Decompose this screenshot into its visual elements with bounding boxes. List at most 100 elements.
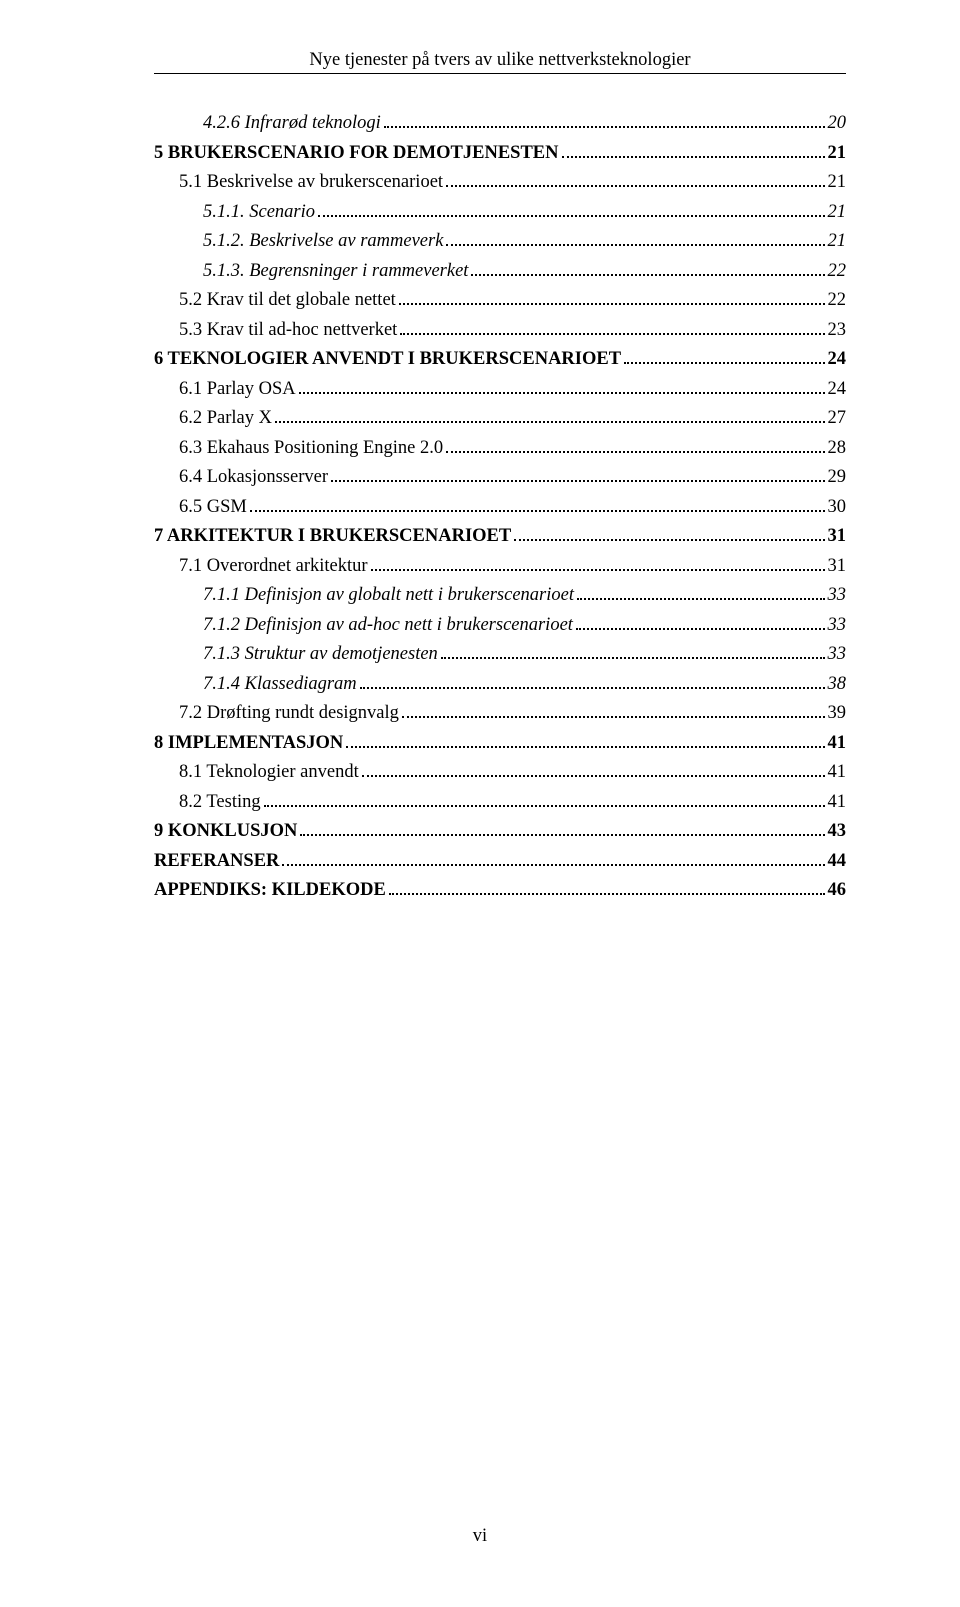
toc-entry-label: 4.2.6 Infrarød teknologi xyxy=(203,114,381,133)
toc-entry: 6.3 Ekahaus Positioning Engine 2.0 28 xyxy=(154,439,846,458)
toc-leader xyxy=(514,539,824,541)
toc-entry-label: 7.1.3 Struktur av demotjenesten xyxy=(203,645,438,664)
toc-entry: 8.2 Testing 41 xyxy=(154,793,846,812)
toc-leader xyxy=(624,362,824,364)
toc-leader xyxy=(331,480,825,482)
toc-entry-page: 23 xyxy=(828,321,847,340)
toc-entry: 7.1.3 Struktur av demotjenesten 33 xyxy=(154,645,846,664)
toc-leader xyxy=(346,746,824,748)
toc-entry-label: 7.1.4 Klassediagram xyxy=(203,675,357,694)
toc-leader xyxy=(399,303,825,305)
toc-entry: 9 KONKLUSJON43 xyxy=(154,822,846,841)
toc-leader xyxy=(275,421,825,423)
toc-leader xyxy=(264,805,825,807)
toc-entry-page: 21 xyxy=(828,203,847,222)
page-footer: vi xyxy=(0,1526,960,1547)
toc-entry-page: 22 xyxy=(828,262,847,281)
toc-entry: REFERANSER 44 xyxy=(154,852,846,871)
toc-entry-label: APPENDIKS: KILDEKODE xyxy=(154,881,386,900)
toc-entry-label: 7.1.1 Definisjon av globalt nett i bruke… xyxy=(203,586,574,605)
toc-entry-label: 8.1 Teknologier anvendt xyxy=(179,763,359,782)
toc-entry-label: 7.1 Overordnet arkitektur xyxy=(179,557,368,576)
toc-entry: 5.3 Krav til ad-hoc nettverket 23 xyxy=(154,321,846,340)
toc-entry: 6.1 Parlay OSA 24 xyxy=(154,380,846,399)
toc-entry-label: 7.1.2 Definisjon av ad-hoc nett i bruker… xyxy=(203,616,573,635)
toc-leader xyxy=(446,244,824,246)
toc-leader xyxy=(446,185,824,187)
toc-entry-page: 20 xyxy=(828,114,847,133)
toc-entry: 7.2 Drøfting rundt designvalg 39 xyxy=(154,704,846,723)
toc-entry: 5.1.3. Begrensninger i rammeverket 22 xyxy=(154,262,846,281)
header-rule xyxy=(154,73,846,74)
toc-entry-label: 6.5 GSM xyxy=(179,498,247,517)
toc-entry: 6 TEKNOLOGIER ANVENDT I BRUKERSCENARIOET… xyxy=(154,350,846,369)
toc-entry-label: 6.3 Ekahaus Positioning Engine 2.0 xyxy=(179,439,443,458)
toc-entry: 7.1.1 Definisjon av globalt nett i bruke… xyxy=(154,586,846,605)
toc-leader xyxy=(400,333,824,335)
toc-entry-page: 22 xyxy=(828,291,847,310)
toc-leader xyxy=(300,834,824,836)
toc-entry-page: 21 xyxy=(828,232,847,251)
toc-entry-label: 5.2 Krav til det globale nettet xyxy=(179,291,396,310)
toc-entry-page: 21 xyxy=(828,144,847,163)
toc-leader xyxy=(362,775,825,777)
toc-entry-page: 24 xyxy=(828,380,847,399)
toc-entry-page: 31 xyxy=(828,557,847,576)
toc-entry-page: 30 xyxy=(828,498,847,517)
toc-leader xyxy=(318,215,824,217)
toc-entry-label: 8.2 Testing xyxy=(179,793,261,812)
toc-entry-page: 33 xyxy=(828,645,847,664)
toc-entry-page: 41 xyxy=(828,734,847,753)
toc-entry: 5.1.1. Scenario 21 xyxy=(154,203,846,222)
toc-entry-label: 7 ARKITEKTUR I BRUKERSCENARIOET xyxy=(154,527,511,546)
toc-entry: 7.1 Overordnet arkitektur 31 xyxy=(154,557,846,576)
toc-leader xyxy=(299,392,825,394)
toc-leader xyxy=(250,510,825,512)
toc-entry-label: 5 BRUKERSCENARIO FOR DEMOTJENESTEN xyxy=(154,144,559,163)
toc-entry-label: 8 IMPLEMENTASJON xyxy=(154,734,343,753)
toc-entry-label: 6.4 Lokasjonsserver xyxy=(179,468,328,487)
toc-entry-label: REFERANSER xyxy=(154,852,279,871)
toc-entry: 5 BRUKERSCENARIO FOR DEMOTJENESTEN 21 xyxy=(154,144,846,163)
toc-entry-page: 24 xyxy=(828,350,847,369)
toc-entry-page: 46 xyxy=(828,881,847,900)
toc-entry-page: 41 xyxy=(828,763,847,782)
toc-entry: 4.2.6 Infrarød teknologi 20 xyxy=(154,114,846,133)
toc-entry-label: 7.2 Drøfting rundt designvalg xyxy=(179,704,399,723)
toc-entry-page: 33 xyxy=(828,616,847,635)
toc-entry: 5.1.2. Beskrivelse av rammeverk 21 xyxy=(154,232,846,251)
toc-entry-page: 28 xyxy=(828,439,847,458)
toc-entry-page: 39 xyxy=(828,704,847,723)
toc-entry-page: 29 xyxy=(828,468,847,487)
toc-leader xyxy=(384,126,825,128)
toc-entry: 6.2 Parlay X27 xyxy=(154,409,846,428)
toc-entry-label: 5.1.1. Scenario xyxy=(203,203,315,222)
toc-leader xyxy=(576,628,825,630)
toc-entry: 8.1 Teknologier anvendt 41 xyxy=(154,763,846,782)
toc-entry: 8 IMPLEMENTASJON 41 xyxy=(154,734,846,753)
toc-entry-label: 9 KONKLUSJON xyxy=(154,822,297,841)
toc-entry: 7.1.4 Klassediagram 38 xyxy=(154,675,846,694)
toc-entry-label: 5.1.3. Begrensninger i rammeverket xyxy=(203,262,468,281)
toc-entry: 6.4 Lokasjonsserver 29 xyxy=(154,468,846,487)
toc-entry-label: 6.1 Parlay OSA xyxy=(179,380,296,399)
running-header: Nye tjenester på tvers av ulike nettverk… xyxy=(154,50,846,71)
toc-entry-page: 41 xyxy=(828,793,847,812)
toc-entry: 7 ARKITEKTUR I BRUKERSCENARIOET 31 xyxy=(154,527,846,546)
toc-leader xyxy=(471,274,824,276)
toc-entry: 5.2 Krav til det globale nettet 22 xyxy=(154,291,846,310)
toc-leader xyxy=(402,716,825,718)
page-number: vi xyxy=(473,1526,487,1546)
toc-entry-page: 38 xyxy=(828,675,847,694)
toc-entry-page: 31 xyxy=(828,527,847,546)
toc-entry-page: 44 xyxy=(828,852,847,871)
toc-container: 4.2.6 Infrarød teknologi 20 5 BRUKERSCENAR… xyxy=(154,114,846,900)
toc-entry-label: 5.1.2. Beskrivelse av rammeverk xyxy=(203,232,443,251)
toc-leader xyxy=(577,598,825,600)
toc-entry-label: 6.2 Parlay X xyxy=(179,409,272,428)
toc-leader xyxy=(441,657,825,659)
toc-entry-label: 5.3 Krav til ad-hoc nettverket xyxy=(179,321,397,340)
toc-entry: 6.5 GSM 30 xyxy=(154,498,846,517)
running-header-text: Nye tjenester på tvers av ulike nettverk… xyxy=(309,50,690,70)
toc-entry: 5.1 Beskrivelse av brukerscenarioet21 xyxy=(154,173,846,192)
